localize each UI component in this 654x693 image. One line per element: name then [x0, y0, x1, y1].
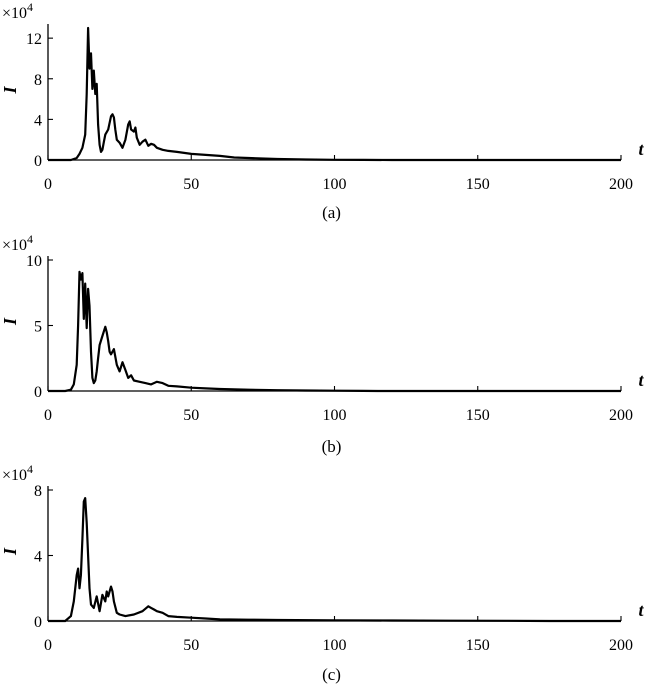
y-axis-label: I [0, 547, 20, 556]
y-multiplier-label: ×104 [2, 0, 33, 22]
y-tick-label: 0 [34, 614, 42, 631]
series-line [48, 497, 621, 623]
x-tick-label: 200 [609, 637, 633, 654]
x-tick-label: 100 [323, 637, 347, 654]
panel-caption: (b) [322, 437, 342, 456]
y-tick-label: 12 [26, 31, 42, 48]
x-tick-label: 150 [466, 637, 490, 654]
x-tick-label: 0 [44, 176, 52, 193]
y-multiplier-label: ×104 [2, 462, 33, 484]
y-tick-label: 8 [34, 72, 42, 89]
y-tick-label: 4 [34, 112, 42, 129]
y-multiplier-exponent: 4 [27, 462, 33, 476]
y-tick-label: 8 [34, 483, 42, 500]
y-tick-label: 5 [34, 319, 42, 336]
x-tick-label: 50 [183, 407, 199, 424]
chart-panel-1: 0 50 100 150 200 0 4 8 12 ×104 It (a) [0, 0, 644, 222]
y-multiplier-label: ×104 [2, 232, 33, 254]
y-multiplier-exponent: 4 [27, 0, 33, 14]
x-tick-label: 50 [183, 637, 199, 654]
y-axis-label: I [0, 86, 20, 95]
x-tick-label: 100 [323, 407, 347, 424]
x-tick-label: 50 [183, 176, 199, 193]
y-tick-label: 4 [34, 549, 42, 566]
x-axis-label: t [638, 600, 644, 620]
y-tick-label: 10 [26, 253, 42, 270]
x-tick-label: 100 [323, 176, 347, 193]
y-tick-label: 0 [34, 153, 42, 170]
chart-panel-2: 0 50 100 150 200 0 5 10×104 It (b) [0, 232, 644, 456]
panel-caption: (c) [322, 665, 341, 684]
x-tick-label: 0 [44, 637, 52, 654]
x-tick-label: 150 [466, 176, 490, 193]
y-axis-label: I [0, 317, 20, 326]
series-line [48, 270, 621, 393]
x-tick-label: 200 [609, 176, 633, 193]
y-tick-label: 0 [34, 384, 42, 401]
y-multiplier-exponent: 4 [27, 232, 33, 246]
x-axis-label: t [638, 139, 644, 159]
series-line [48, 26, 621, 162]
x-axis-label: t [638, 370, 644, 390]
x-tick-label: 200 [609, 407, 633, 424]
x-tick-label: 150 [466, 407, 490, 424]
x-tick-label: 0 [44, 407, 52, 424]
panel-caption: (a) [322, 203, 341, 222]
